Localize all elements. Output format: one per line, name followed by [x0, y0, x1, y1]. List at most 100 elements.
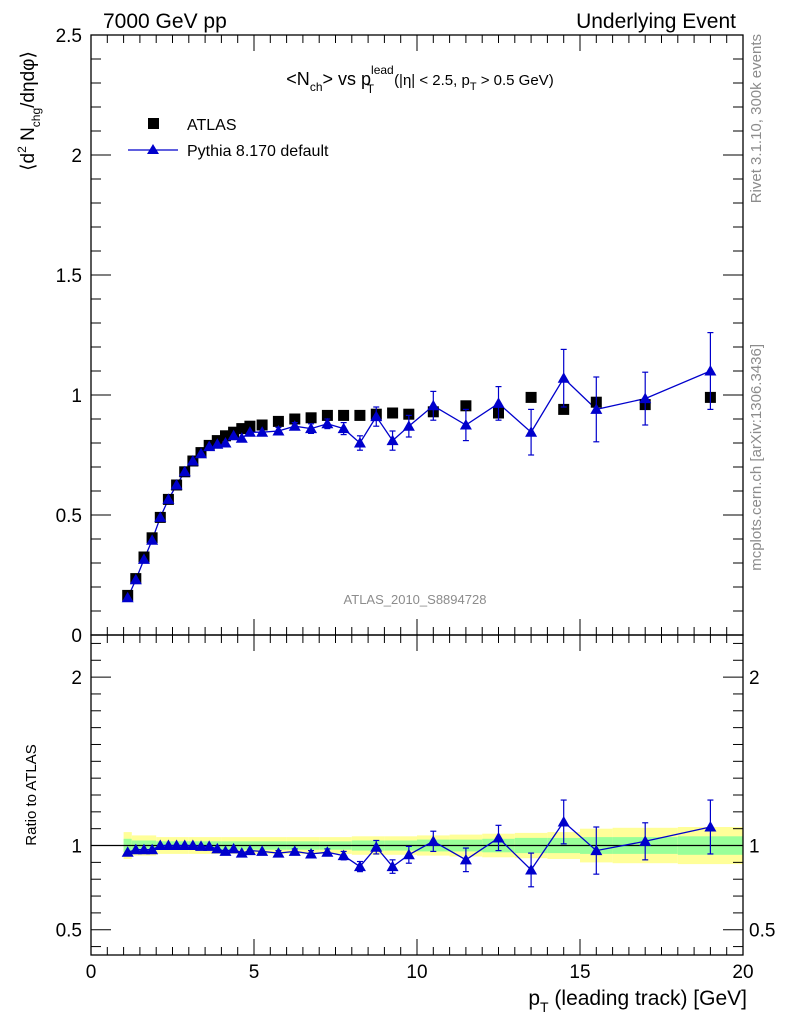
mc-data-point	[427, 399, 440, 411]
mc-data-point	[256, 426, 269, 437]
mc-data-point	[492, 397, 505, 408]
ratio-mc-point	[211, 842, 224, 854]
x-tick-label: 5	[249, 962, 260, 983]
title-cut-open: (|η| < 2.5, p	[394, 72, 470, 89]
ratio-mc-point	[370, 841, 383, 852]
mc-data-point	[704, 365, 717, 376]
mc-data-point	[305, 422, 318, 434]
title-cut-close: > 0.5 GeV)	[477, 72, 554, 89]
atlas-data-point	[321, 409, 333, 421]
ratio-y-tick-label-right: 0.5	[749, 921, 775, 942]
ratio-y-tick-label-right: 1	[749, 837, 760, 858]
ratio-mc-point	[353, 860, 366, 872]
mc-data-point	[370, 410, 383, 422]
mc-data-point	[227, 429, 240, 441]
mc-data-point	[353, 437, 366, 448]
ratio-mc-point	[256, 845, 269, 856]
legend-data-label: ATLAS	[187, 117, 237, 134]
ratio-mc-point	[170, 839, 183, 851]
mc-data-point	[186, 455, 199, 466]
ratio-mc-point	[203, 840, 216, 851]
x-tick-label: 20	[732, 962, 753, 983]
main-y-tick-label: 0.5	[56, 506, 82, 527]
ratio-mc-point	[227, 842, 240, 854]
main-y-tick-label: 2.5	[56, 26, 82, 47]
mc-data-point	[337, 422, 350, 434]
atlas-data-point	[256, 419, 268, 431]
xlabel-sub: T	[540, 999, 549, 1015]
x-tick-labels: 0 5 10 15 20	[86, 962, 754, 983]
plot-title: <Nch> vs plead T (|η| < 2.5, pT > 0.5 GeV)	[286, 63, 553, 96]
x-tick-label: 0	[86, 962, 97, 983]
ratio-mc-point	[321, 846, 334, 857]
ratio-mc-line	[127, 820, 711, 871]
mc-data-point	[288, 420, 301, 431]
ratio-mc-point	[704, 821, 717, 832]
x-tick-label: 15	[569, 962, 590, 983]
ratio-mc-point	[178, 839, 191, 851]
ratio-y-tick-label-left: 1	[71, 837, 82, 858]
mc-series-line	[127, 370, 711, 599]
ratio-mc-point	[288, 845, 301, 856]
mc-data-point	[129, 573, 142, 585]
ratio-mc-point	[525, 863, 538, 875]
main-y-tick-label: 0	[71, 626, 82, 647]
main-y-axis-label: ⟨d2 Nchg/dηdφ⟩	[15, 51, 43, 171]
mc-data-point	[235, 432, 248, 443]
atlas-data-point	[387, 407, 399, 419]
mc-data-point	[178, 465, 191, 477]
ylabel-sup: 2	[15, 146, 29, 153]
xlabel-p: p	[528, 987, 540, 1010]
mc-data-point	[402, 420, 415, 431]
legend-mc-marker	[147, 144, 159, 154]
ratio-mc-point	[427, 835, 440, 846]
main-plot-marks	[121, 332, 717, 603]
ratio-mc-point	[386, 860, 399, 872]
ratio-mc-point	[195, 840, 208, 851]
mc-data-point	[154, 511, 167, 522]
main-y-tick-label: 1	[71, 386, 82, 407]
header-left: 7000 GeV pp	[103, 10, 227, 33]
ratio-mc-point	[639, 835, 652, 846]
ratio-y-tick-label-left: 0.5	[56, 921, 82, 942]
mc-data-point	[162, 493, 175, 504]
title-vs: > vs p	[323, 69, 372, 89]
legend-mc-label: Pythia 8.170 default	[187, 143, 329, 160]
title-nch: <N	[286, 69, 310, 89]
atlas-data-point	[236, 423, 248, 435]
ratio-mc-point	[272, 847, 285, 858]
mc-data-point	[219, 437, 232, 448]
atlas-data-point	[403, 408, 415, 420]
mc-data-point	[146, 534, 159, 545]
atlas-data-point	[289, 413, 301, 425]
atlas-data-point	[558, 403, 570, 415]
ratio-mc-point	[146, 843, 159, 855]
mc-data-point	[590, 403, 603, 414]
ratio-mc-point	[154, 839, 167, 851]
mc-data-point	[639, 392, 652, 404]
x-axis-label: pT (leading track) [GeV]	[528, 987, 747, 1015]
xlabel-rest: (leading track) [GeV]	[549, 987, 747, 1010]
atlas-data-point	[305, 412, 317, 424]
ratio-frame	[90, 634, 744, 956]
ratio-mc-point	[243, 844, 256, 856]
ratio-mc-point	[557, 815, 570, 827]
ratio-panel: 0.5 0.5 1 1 2 2	[56, 634, 776, 956]
legend-data-marker	[148, 118, 159, 129]
mcplots-reference-label: mcplots.cern.ch [arXiv:1306.3436]	[748, 344, 765, 571]
ylabel-close: /dηdφ⟩	[18, 51, 39, 108]
rivet-version-label: Rivet 3.1.10, 300k events	[748, 34, 765, 203]
ratio-mc-point	[402, 848, 415, 860]
title-ch-subscript: ch	[310, 80, 323, 94]
ylabel-sub: chg	[29, 108, 43, 127]
title-lead-superscript: lead	[371, 63, 394, 77]
mc-data-point	[137, 553, 150, 564]
atlas-data-point	[525, 391, 537, 403]
mc-data-point	[272, 425, 285, 436]
ratio-y-tick-label-right: 2	[749, 668, 760, 689]
atlas-data-point	[244, 420, 256, 432]
ratio-y-tick-labels: 0.5 0.5 1 1 2 2	[56, 668, 776, 942]
atlas-data-point	[460, 400, 472, 412]
ratio-mc-point	[492, 831, 505, 843]
